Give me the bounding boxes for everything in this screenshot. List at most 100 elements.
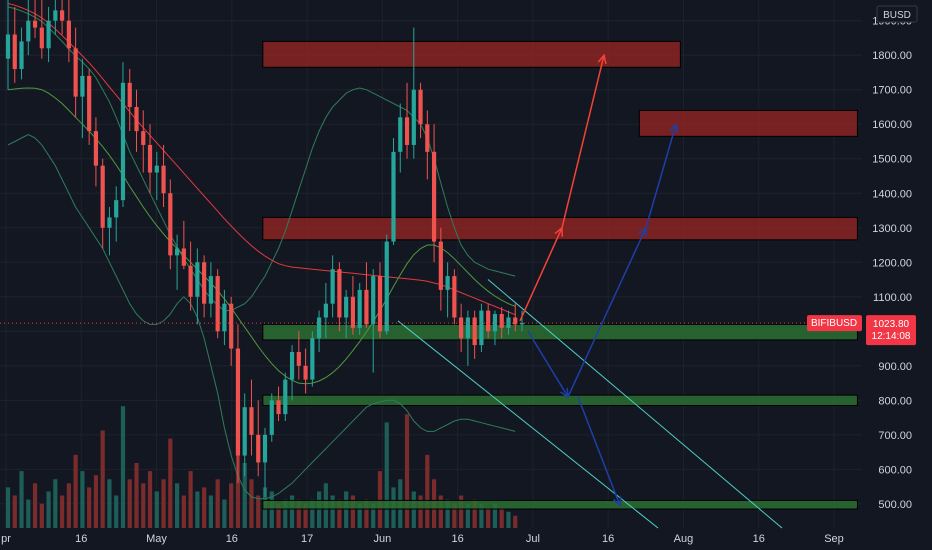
y-tick-label: 1200.00 [872, 257, 912, 269]
candle-body [303, 365, 308, 380]
volume-bar [371, 503, 376, 528]
candle-body [39, 27, 44, 49]
volume-bar [283, 499, 288, 528]
arrow-blue-up-2-path [645, 124, 677, 228]
volume-bar [377, 471, 383, 528]
volume-bar [337, 499, 342, 528]
last-price-tag [866, 315, 916, 346]
candle-body [256, 434, 261, 463]
arrow-red-short-head [554, 226, 563, 237]
arrow-blue-up-1-head [638, 226, 647, 237]
candle-body [486, 310, 491, 332]
candle-body [242, 407, 247, 456]
y-tick-label: 700.00 [878, 430, 912, 442]
volume-bar [350, 495, 356, 528]
candle-body [60, 10, 65, 21]
y-tick-label: 800.00 [878, 395, 912, 407]
projection-arrows[interactable] [519, 53, 679, 508]
volume-bar [249, 479, 254, 528]
volume-bar [465, 503, 470, 528]
candle-body [134, 106, 139, 132]
volume-bar [46, 491, 51, 528]
arrow-blue-down-2-head [612, 496, 622, 508]
arrow-red-long-head [597, 53, 607, 65]
candle-body [107, 217, 112, 228]
volume-bar [134, 463, 139, 528]
candle-body [188, 265, 193, 297]
volume-bar [53, 479, 58, 528]
volume-bar [384, 422, 389, 528]
x-tick-label: Aug [674, 533, 694, 545]
volume-bar [479, 503, 484, 528]
candle-body [350, 296, 356, 328]
volume-bar [161, 479, 166, 528]
candle-body [202, 262, 207, 304]
volume-bar [418, 495, 423, 528]
candle-body [168, 193, 173, 256]
ma-green-line [7, 87, 516, 385]
y-tick-label: 1300.00 [872, 223, 912, 235]
candle-body [249, 407, 254, 435]
candle-body [93, 131, 99, 166]
candle-body [46, 20, 51, 49]
volume-bar [188, 471, 193, 528]
support-800-zone [262, 394, 858, 406]
arrow-blue-up-2-head [669, 122, 679, 134]
candle-body [19, 41, 24, 70]
candle-body [53, 10, 58, 21]
volume-bar [60, 495, 65, 528]
x-tick-label: Jul [526, 533, 540, 545]
candle-body [357, 289, 362, 328]
volume-bar [208, 495, 213, 528]
volume-bar [168, 438, 173, 528]
y-tick-label: 1500.00 [872, 154, 912, 166]
x-tick-label: pr [1, 533, 11, 545]
price-axis[interactable]: 500.00600.00700.00800.00900.001000.00110… [872, 16, 912, 511]
candle-body [445, 276, 450, 290]
candle-body [147, 144, 153, 173]
candle-body [519, 323, 525, 325]
volume-bar [445, 499, 450, 528]
volume-bar [438, 495, 443, 528]
candle-body [411, 89, 416, 145]
support-500-zone [262, 499, 858, 510]
candle-body [66, 20, 71, 49]
candle-body [161, 165, 166, 194]
candle-body [377, 276, 383, 332]
candle-body [269, 400, 274, 435]
candle-body [114, 200, 119, 218]
candle-body [127, 82, 132, 107]
volume-bar [19, 471, 24, 528]
volume-bar [215, 479, 220, 528]
candle-body [120, 82, 126, 201]
candle-body [513, 317, 518, 325]
volume-bar [296, 499, 301, 528]
volume-bar [242, 463, 247, 528]
y-tick-label: 1400.00 [872, 188, 912, 200]
time-axis[interactable]: pr 16 May 16 17 Jun 16 Jul 16 Aug 16 Sep [1, 533, 844, 545]
candle-body [296, 352, 301, 366]
candle-body [472, 317, 477, 346]
candle-body [391, 151, 396, 242]
candle-body [283, 379, 288, 415]
arrow-blue-down-1-path [527, 330, 569, 398]
x-tick-label: May [146, 533, 167, 545]
arrow-blue-down-1-head [560, 387, 569, 399]
volume-bar [492, 503, 498, 528]
candle-body [73, 48, 78, 97]
countdown-label: 12:14:08 [872, 331, 911, 342]
candle-body [26, 20, 31, 42]
volume-bar [147, 471, 153, 528]
volume-bar [303, 503, 308, 528]
candle-body [174, 248, 180, 256]
x-tick-label: 16 [226, 533, 238, 545]
arrow-blue-up-1-path [567, 227, 647, 398]
candle-body [452, 276, 457, 318]
lower-band-line [7, 134, 516, 500]
volume-bar [154, 491, 159, 528]
y-tick-label: 1600.00 [872, 119, 912, 131]
candle-body [12, 34, 17, 70]
candle-body [310, 338, 315, 380]
volume-bar [141, 483, 146, 528]
